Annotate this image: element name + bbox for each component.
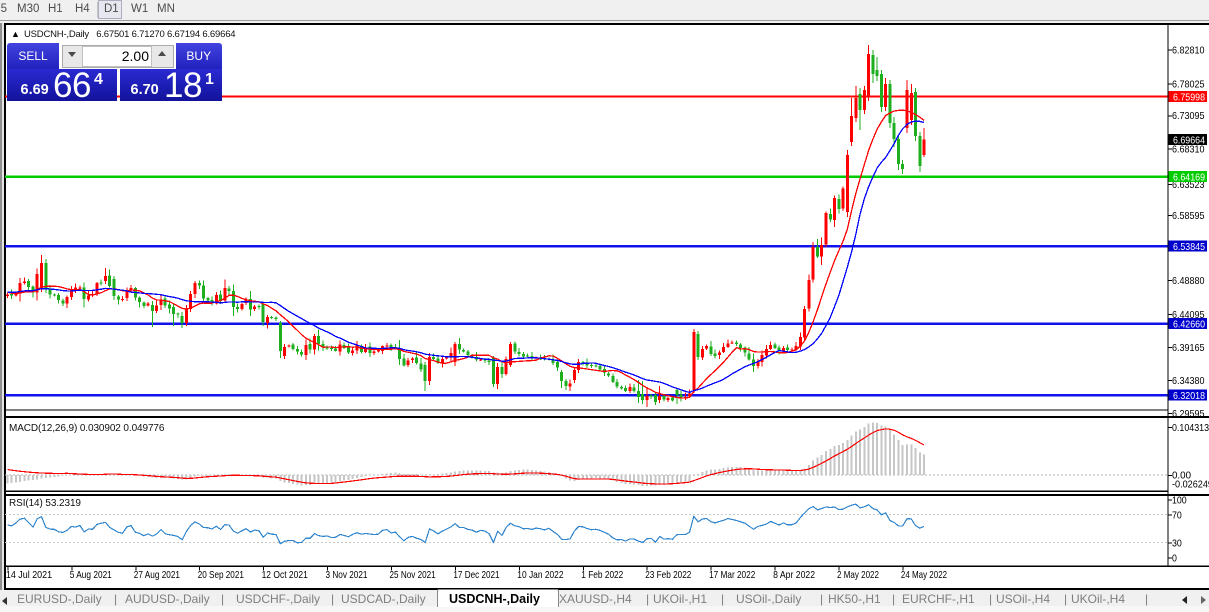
svg-text:6.68310: 6.68310 <box>1172 144 1205 156</box>
svg-text:25 Nov 2021: 25 Nov 2021 <box>390 569 436 581</box>
svg-text:100: 100 <box>1172 494 1187 506</box>
svg-text:6.75998: 6.75998 <box>1173 92 1205 104</box>
svg-text:5 Aug 2021: 5 Aug 2021 <box>70 569 112 581</box>
svg-text:0.104313: 0.104313 <box>1172 422 1209 434</box>
svg-text:6.44095: 6.44095 <box>1172 309 1205 321</box>
svg-text:20 Sep 2021: 20 Sep 2021 <box>198 569 244 581</box>
svg-text:0: 0 <box>1172 553 1177 565</box>
svg-text:6.69664: 6.69664 <box>1173 135 1205 147</box>
svg-text:6.78025: 6.78025 <box>1172 78 1205 90</box>
svg-text:23 Feb 2022: 23 Feb 2022 <box>645 569 691 581</box>
svg-text:6.34380: 6.34380 <box>1172 375 1205 387</box>
svg-text:14 Jul 2021: 14 Jul 2021 <box>6 569 52 581</box>
svg-text:6.39165: 6.39165 <box>1172 342 1205 354</box>
svg-text:70: 70 <box>1172 509 1182 521</box>
svg-text:-0.026249: -0.026249 <box>1172 479 1209 491</box>
svg-text:17 Mar 2022: 17 Mar 2022 <box>709 569 755 581</box>
svg-text:12 Oct 2021: 12 Oct 2021 <box>262 569 308 581</box>
svg-text:6.48880: 6.48880 <box>1172 275 1205 287</box>
svg-text:6.42660: 6.42660 <box>1173 319 1205 331</box>
svg-text:0.00: 0.00 <box>1172 470 1191 482</box>
svg-text:6.73095: 6.73095 <box>1172 110 1205 122</box>
svg-text:6.32018: 6.32018 <box>1173 390 1205 402</box>
svg-text:6.58595: 6.58595 <box>1172 210 1205 222</box>
svg-text:1 Feb 2022: 1 Feb 2022 <box>581 569 623 581</box>
svg-text:17 Dec 2021: 17 Dec 2021 <box>453 569 499 581</box>
svg-text:6.29595: 6.29595 <box>1172 408 1205 420</box>
svg-text:6.82810: 6.82810 <box>1172 44 1205 56</box>
svg-text:24 May 2022: 24 May 2022 <box>901 569 947 581</box>
svg-text:10 Jan 2022: 10 Jan 2022 <box>517 569 563 581</box>
svg-text:2 May 2022: 2 May 2022 <box>837 569 879 581</box>
svg-text:30: 30 <box>1172 537 1182 549</box>
svg-text:3 Nov 2021: 3 Nov 2021 <box>326 569 368 581</box>
svg-text:6.64169: 6.64169 <box>1173 172 1205 184</box>
svg-text:8 Apr 2022: 8 Apr 2022 <box>773 569 815 581</box>
svg-text:6.53845: 6.53845 <box>1173 241 1205 253</box>
svg-text:27 Aug 2021: 27 Aug 2021 <box>134 569 180 581</box>
